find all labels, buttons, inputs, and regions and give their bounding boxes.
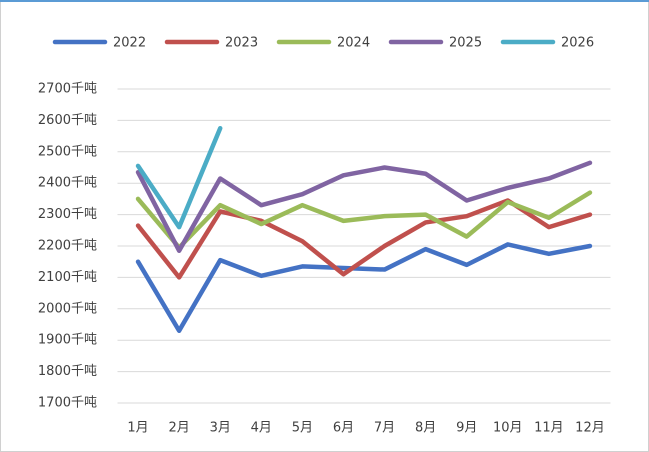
y-tick-label: 2600千吨 (38, 113, 97, 128)
series-line (135, 160, 593, 253)
legend-label: 2023 (225, 36, 258, 51)
y-tick-label: 2200千吨 (38, 239, 97, 254)
series-line (135, 190, 593, 250)
series-line (135, 242, 593, 334)
y-tick-label: 1900千吨 (38, 333, 97, 348)
x-tick-label: 1月 (127, 421, 148, 436)
legend-label: 2025 (449, 36, 482, 51)
y-tick-label: 2000千吨 (38, 301, 97, 316)
y-tick-label: 2300千吨 (38, 207, 97, 222)
x-tick-label: 10月 (493, 421, 523, 436)
y-tick-label: 2100千吨 (38, 270, 97, 285)
x-tick-label: 7月 (374, 421, 395, 436)
y-tick-label: 1800千吨 (38, 364, 97, 379)
y-tick-label: 1700千吨 (38, 396, 97, 411)
series-line (135, 126, 223, 230)
x-tick-label: 2月 (168, 421, 189, 436)
x-tick-label: 6月 (333, 421, 354, 436)
x-tick-label: 5月 (292, 421, 313, 436)
x-tick-label: 3月 (210, 421, 231, 436)
y-tick-label: 2400千吨 (38, 176, 97, 191)
legend-label: 2024 (337, 36, 370, 51)
x-tick-label: 11月 (534, 421, 564, 436)
y-tick-label: 2700千吨 (38, 82, 97, 97)
legend-label: 2022 (113, 36, 146, 51)
x-tick-label: 12月 (575, 421, 605, 436)
legend-label: 2026 (561, 36, 594, 51)
x-tick-label: 9月 (456, 421, 477, 436)
x-tick-label: 4月 (251, 421, 272, 436)
x-tick-label: 8月 (415, 421, 436, 436)
y-tick-label: 2500千吨 (38, 144, 97, 159)
